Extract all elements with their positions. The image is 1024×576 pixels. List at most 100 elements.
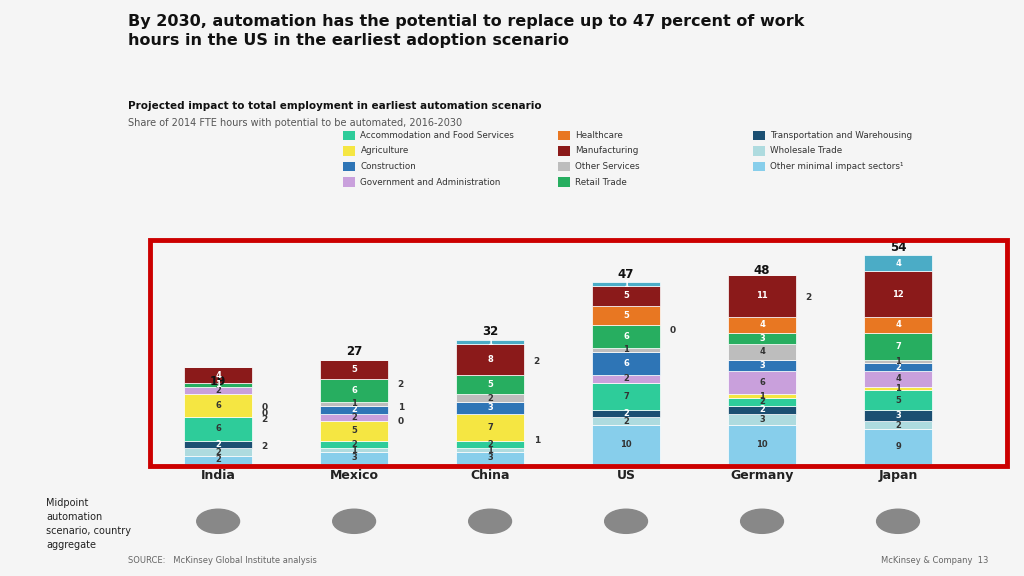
- Text: 4: 4: [895, 374, 901, 384]
- Text: 2: 2: [262, 442, 268, 451]
- Text: 2: 2: [624, 374, 629, 384]
- Bar: [864, 317, 932, 332]
- Text: 2: 2: [759, 397, 765, 407]
- Bar: [864, 386, 932, 391]
- Bar: [184, 448, 252, 456]
- Text: 1: 1: [397, 403, 403, 412]
- Bar: [592, 286, 660, 306]
- Text: 19: 19: [210, 376, 226, 388]
- Text: Government and Administration: Government and Administration: [360, 177, 501, 187]
- Text: 2: 2: [806, 293, 812, 302]
- Text: 2: 2: [215, 448, 221, 457]
- Text: 2: 2: [487, 440, 493, 449]
- Text: 2: 2: [534, 357, 540, 366]
- Bar: [864, 421, 932, 429]
- Text: 1: 1: [624, 280, 629, 289]
- Text: 2: 2: [215, 386, 221, 395]
- Text: Agriculture: Agriculture: [360, 146, 409, 156]
- Bar: [728, 317, 796, 332]
- Text: Midpoint
automation
scenario, country
aggregate: Midpoint automation scenario, country ag…: [46, 498, 131, 550]
- Text: 1: 1: [895, 384, 901, 393]
- Text: 8: 8: [487, 355, 493, 364]
- Text: Other minimal impact sectors¹: Other minimal impact sectors¹: [770, 162, 903, 171]
- Text: 2: 2: [397, 380, 403, 389]
- Text: 3: 3: [487, 453, 493, 463]
- Text: 2: 2: [624, 417, 629, 426]
- Bar: [592, 325, 660, 348]
- Text: 12: 12: [892, 290, 904, 298]
- Text: 1: 1: [351, 446, 357, 454]
- Text: 54: 54: [890, 241, 906, 253]
- Text: 16%: 16%: [477, 516, 504, 526]
- Bar: [456, 375, 524, 395]
- Text: 5: 5: [351, 365, 357, 374]
- Text: 3: 3: [759, 361, 765, 370]
- Text: 5: 5: [351, 426, 357, 435]
- Text: 0: 0: [670, 326, 676, 335]
- Bar: [592, 348, 660, 352]
- Text: 2: 2: [262, 415, 268, 424]
- Bar: [592, 418, 660, 425]
- Bar: [864, 363, 932, 371]
- Text: 47: 47: [617, 267, 634, 281]
- Text: 4: 4: [895, 259, 901, 268]
- Text: 1: 1: [895, 357, 901, 366]
- Text: 4: 4: [759, 347, 765, 357]
- Bar: [728, 275, 796, 317]
- Bar: [321, 421, 388, 441]
- Text: 13%: 13%: [341, 516, 368, 526]
- Text: 2: 2: [895, 420, 901, 430]
- Text: 25%: 25%: [612, 516, 639, 526]
- Text: 48: 48: [754, 264, 770, 276]
- Bar: [321, 359, 388, 379]
- Bar: [728, 414, 796, 425]
- Text: 1: 1: [351, 399, 357, 408]
- Text: 3: 3: [487, 403, 493, 412]
- Text: Construction: Construction: [360, 162, 416, 171]
- Text: Manufacturing: Manufacturing: [575, 146, 639, 156]
- Text: McKinsey & Company  13: McKinsey & Company 13: [881, 556, 988, 565]
- Bar: [184, 441, 252, 448]
- Text: Transportation and Warehousing: Transportation and Warehousing: [770, 131, 912, 140]
- Bar: [321, 452, 388, 464]
- Text: 6: 6: [624, 359, 629, 368]
- Bar: [456, 441, 524, 448]
- Bar: [321, 448, 388, 452]
- Bar: [184, 382, 252, 386]
- Bar: [592, 352, 660, 375]
- Bar: [456, 402, 524, 414]
- Text: 9%: 9%: [209, 516, 227, 526]
- Text: 10: 10: [757, 440, 768, 449]
- Text: 4: 4: [215, 370, 221, 380]
- Bar: [456, 395, 524, 402]
- Bar: [728, 371, 796, 395]
- Text: 2: 2: [351, 405, 357, 414]
- Text: 4: 4: [759, 320, 765, 329]
- Text: 7: 7: [487, 423, 493, 431]
- Bar: [728, 344, 796, 359]
- Text: 0: 0: [397, 417, 403, 426]
- Bar: [592, 375, 660, 382]
- Bar: [864, 332, 932, 359]
- Text: 1: 1: [624, 346, 629, 354]
- Text: 5: 5: [487, 380, 493, 389]
- Bar: [864, 429, 932, 464]
- Bar: [456, 414, 524, 441]
- Text: 2: 2: [351, 440, 357, 449]
- Text: 0: 0: [262, 403, 268, 412]
- Text: 27: 27: [346, 344, 362, 358]
- Bar: [456, 452, 524, 464]
- Text: Other Services: Other Services: [575, 162, 640, 171]
- Bar: [321, 441, 388, 448]
- Text: 5: 5: [895, 396, 901, 404]
- Bar: [728, 359, 796, 371]
- Text: 1: 1: [759, 392, 765, 401]
- Text: 0: 0: [262, 409, 268, 418]
- Text: 7: 7: [895, 342, 901, 351]
- Text: 3: 3: [351, 453, 357, 463]
- Bar: [592, 282, 660, 286]
- Text: 4: 4: [895, 320, 901, 329]
- Bar: [321, 402, 388, 406]
- Bar: [184, 456, 252, 464]
- Bar: [728, 395, 796, 398]
